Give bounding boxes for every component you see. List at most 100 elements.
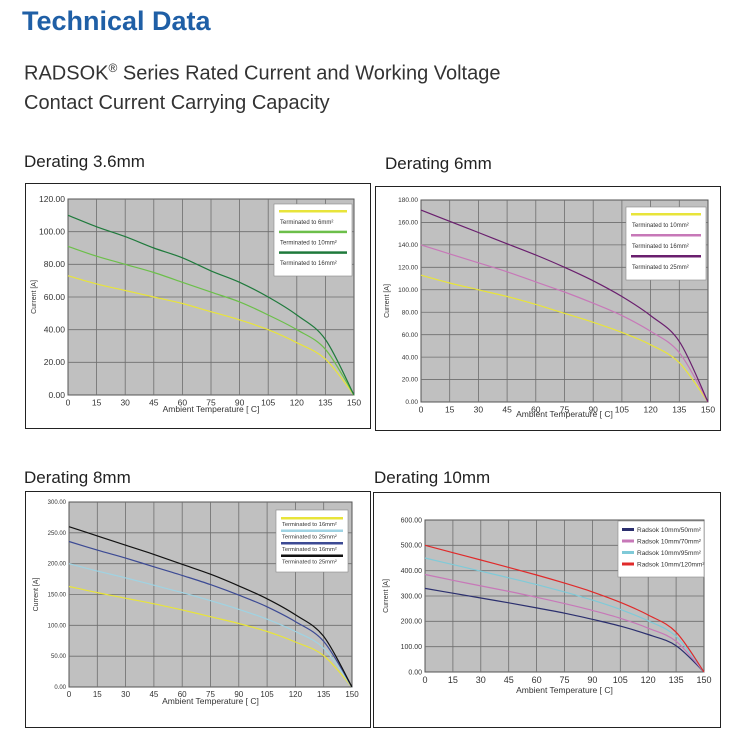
x-tick-label: 90	[234, 690, 243, 699]
series-line-3	[67, 214, 355, 396]
subtitle-line-1: RADSOK® Series Rated Current and Working…	[24, 61, 501, 86]
x-tick-label: 120	[644, 405, 658, 415]
chart-panel-3-6mm: 0 15 30 45 60 75 90 105 120 135 150 0.00 20.00 40.00 6…	[25, 183, 371, 429]
x-tick-label: 45	[149, 398, 159, 408]
legend-label-2: Terminated to 16mm²	[632, 244, 689, 250]
x-tick-label: 60	[532, 675, 542, 685]
x-tick-label: 45	[504, 675, 514, 685]
legend-swatch-1	[631, 213, 701, 216]
x-tick-label: 90	[587, 675, 597, 685]
legend-label-1: Terminated to 10mm²	[632, 223, 689, 229]
x-tick-label: 0	[422, 675, 427, 685]
series-line-1	[68, 585, 353, 688]
y-tick-label: 40.00	[44, 325, 66, 335]
y-tick-label: 100.00	[398, 287, 418, 294]
y-tick-label: 140.00	[398, 242, 418, 249]
y-tick-label: 100.00	[48, 623, 67, 629]
x-tick-label: 45	[502, 405, 512, 415]
legend-label-1: Terminated to 16mm²	[282, 522, 337, 528]
series-line-4	[424, 544, 705, 673]
registered-mark: ®	[108, 61, 118, 75]
legend-swatch-3	[622, 551, 634, 554]
x-tick-label: 105	[261, 398, 275, 408]
y-tick-label: 80.00	[402, 309, 419, 316]
legend-box	[275, 509, 349, 573]
x-tick-label: 75	[206, 690, 215, 699]
legend-label-3: Radsok 10mm/95mm²	[637, 550, 702, 557]
series-line-3	[424, 557, 705, 673]
legend-label-1: Terminated to 6mm²	[280, 220, 333, 226]
legend-swatch-2	[622, 539, 634, 543]
y-tick-label: 400.00	[401, 568, 423, 575]
series-line-2	[68, 563, 353, 688]
y-tick-label: 150.00	[48, 593, 67, 599]
derating-8mm-chart: 0 15 30 45 60 75 90 105 120 135 150 0.00 50.00 100.00…	[33, 500, 359, 706]
legend-box	[273, 203, 353, 277]
y-tick-label: 600.00	[401, 517, 423, 524]
legend-label-4: Terminated to 25mm²	[282, 559, 337, 565]
derating-10mm-chart: 0 15 30 45 60 75 90 105 120 135 150 0.00 100.00 200.0…	[383, 517, 712, 695]
y-axis-label: Current [A]	[384, 284, 391, 318]
legend-swatch-1	[279, 210, 347, 213]
x-tick-label: 15	[92, 398, 102, 408]
x-tick-label: 105	[615, 405, 629, 415]
legend-swatch-3	[279, 251, 347, 254]
x-tick-label: 150	[347, 398, 361, 408]
y-tick-label: 0.00	[54, 685, 66, 691]
x-tick-label: 0	[419, 405, 424, 415]
chart-title-8mm: Derating 8mm	[24, 468, 131, 487]
x-tick-label: 45	[149, 690, 158, 699]
x-tick-label: 135	[669, 675, 684, 685]
y-tick-label: 20.00	[44, 357, 66, 367]
x-tick-label: 30	[476, 675, 486, 685]
chart-title-6mm: Derating 6mm	[385, 154, 492, 173]
legend-label-4: Radsok 10mm/120mm²	[637, 562, 705, 569]
x-tick-label: 120	[289, 690, 303, 699]
legend-label-2: Terminated to 25mm²	[282, 534, 337, 540]
y-tick-label: 40.00	[402, 354, 419, 361]
legend-swatch-1	[622, 528, 634, 531]
y-tick-label: 500.00	[401, 543, 423, 550]
x-axis-label: Ambient Temperature [ C]	[162, 696, 259, 706]
y-tick-label: 60.00	[44, 292, 66, 302]
chart-panel-8mm: 0 15 30 45 60 75 90 105 120 135 150 0.00 50.00 100.00…	[25, 491, 371, 728]
subtitle-line-2: Contact Current Carrying Capacity	[24, 92, 330, 114]
x-tick-label: 30	[120, 398, 130, 408]
y-tick-label: 300.00	[48, 500, 67, 506]
x-tick-label: 60	[178, 690, 187, 699]
y-tick-label: 60.00	[402, 332, 419, 339]
x-tick-label: 150	[696, 675, 711, 685]
y-tick-label: 250.00	[48, 531, 67, 537]
x-axis-label: Ambient Temperature [ C]	[163, 404, 260, 414]
y-tick-label: 120.00	[398, 265, 418, 272]
chart-panel-6mm: 0 15 30 45 60 75 90 105 120 135 150 0.00 20.00 40.00 6…	[375, 186, 721, 431]
y-tick-label: 120.00	[39, 194, 65, 204]
series-line-4	[68, 526, 353, 688]
legend-label-3: Terminated to 16mm²	[280, 261, 337, 267]
x-axis-label: Ambient Temperature [ C]	[516, 685, 613, 695]
y-axis-label: Current [A]	[31, 280, 38, 314]
chart-title-3-6mm: Derating 3.6mm	[24, 152, 145, 171]
y-tick-label: 100.00	[39, 227, 65, 237]
y-tick-label: 20.00	[402, 377, 419, 384]
x-tick-label: 15	[445, 405, 455, 415]
legend-swatch-2	[281, 529, 343, 532]
legend-label-2: Terminated to 10mm²	[280, 240, 337, 246]
x-tick-label: 120	[290, 398, 304, 408]
chart-title-10mm: Derating 10mm	[374, 468, 491, 487]
x-tick-label: 15	[448, 675, 458, 685]
x-tick-label: 135	[318, 398, 332, 408]
x-tick-label: 105	[613, 675, 628, 685]
y-tick-label: 0.00	[408, 669, 422, 676]
legend-swatch-2	[631, 234, 701, 237]
legend-swatch-4	[622, 562, 634, 566]
legend-swatch-3	[281, 542, 343, 545]
x-tick-label: 15	[93, 690, 102, 699]
legend-label-3: Terminated to 16mm²	[282, 547, 337, 553]
series-line-2	[420, 244, 709, 403]
y-tick-label: 0.00	[48, 390, 65, 400]
y-tick-label: 160.00	[398, 220, 418, 227]
series-line-2	[67, 245, 355, 396]
x-tick-label: 0	[66, 398, 71, 408]
y-tick-label: 0.00	[405, 399, 418, 406]
